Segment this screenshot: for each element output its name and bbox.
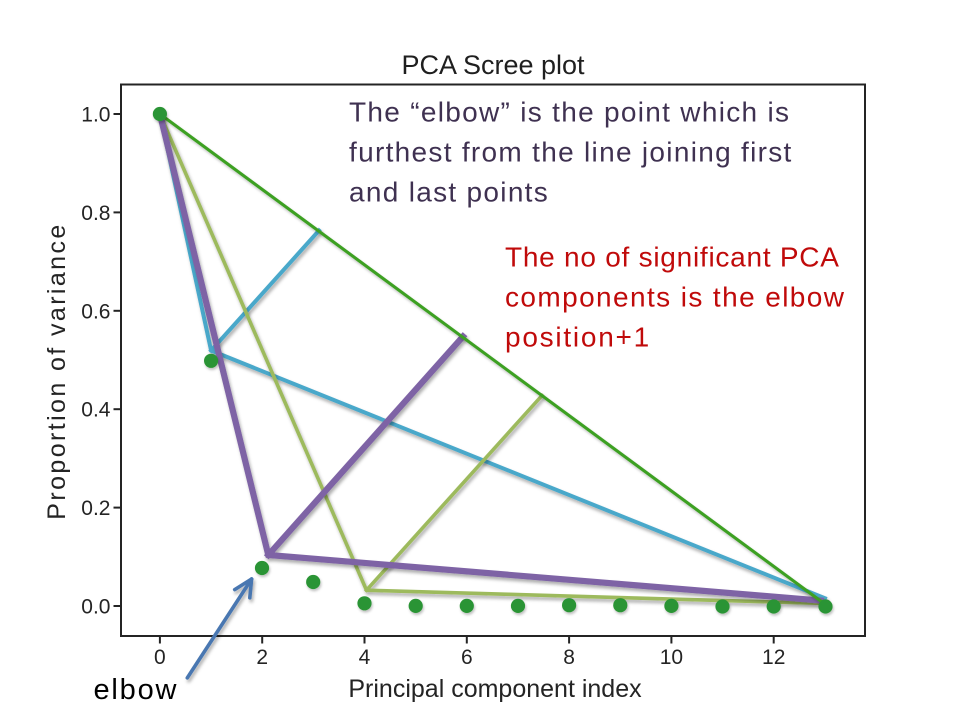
svg-text:0.8: 0.8 bbox=[81, 202, 110, 225]
svg-text:The “elbow” is the point which: The “elbow” is the point which is bbox=[349, 97, 790, 128]
svg-text:4: 4 bbox=[359, 646, 371, 669]
svg-text:and last points: and last points bbox=[349, 177, 549, 208]
svg-text:PCA Scree plot: PCA Scree plot bbox=[401, 50, 585, 80]
svg-text:Proportion of variance: Proportion of variance bbox=[43, 222, 71, 519]
svg-text:furthest from the line joining: furthest from the line joining first bbox=[349, 137, 793, 168]
svg-text:0.0: 0.0 bbox=[81, 596, 110, 619]
svg-text:6: 6 bbox=[461, 646, 473, 669]
svg-text:12: 12 bbox=[762, 646, 785, 669]
svg-text:position+1: position+1 bbox=[505, 322, 651, 353]
svg-text:elbow: elbow bbox=[94, 674, 179, 706]
svg-text:2: 2 bbox=[256, 646, 268, 669]
svg-text:The no of significant PCA: The no of significant PCA bbox=[505, 242, 840, 273]
svg-text:0.4: 0.4 bbox=[81, 399, 111, 422]
svg-text:1.0: 1.0 bbox=[81, 104, 110, 127]
svg-text:0: 0 bbox=[154, 646, 166, 669]
svg-text:8: 8 bbox=[563, 646, 575, 669]
svg-text:Principal component index: Principal component index bbox=[348, 675, 642, 703]
svg-text:0.6: 0.6 bbox=[81, 300, 110, 323]
svg-text:10: 10 bbox=[660, 646, 683, 669]
svg-text:components is the elbow: components is the elbow bbox=[505, 282, 845, 313]
svg-text:0.2: 0.2 bbox=[81, 497, 110, 520]
